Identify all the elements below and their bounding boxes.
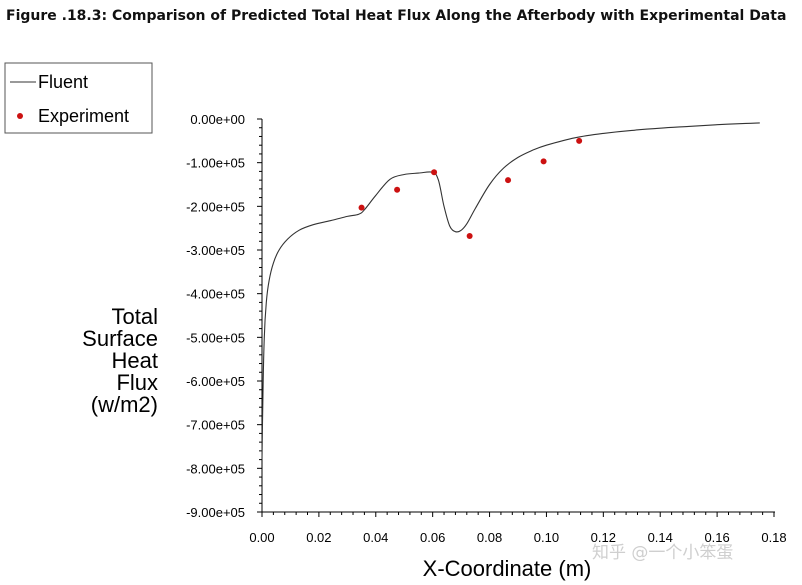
legend-box (4, 62, 153, 134)
y-tick-label: -3.00e+05 (186, 243, 245, 258)
y-tick-label: 0.00e+00 (190, 112, 245, 127)
y-axis-title-line-3: Heat (112, 348, 158, 373)
x-tick-label: 0.06 (420, 530, 445, 545)
x-tick-label: 0.16 (704, 530, 729, 545)
x-axis-title: X-Coordinate (m) (423, 556, 592, 581)
legend: Fluent Experiment (4, 62, 153, 134)
y-ticks: 0.00e+00 -1.00e+05 -2.00e+05 -3.00e+05 -4.00… (186, 112, 262, 520)
legend-fluent-label: Fluent (38, 72, 88, 92)
x-tick-label: 0.18 (761, 530, 786, 545)
y-axis-title-line-1: Total (112, 304, 158, 329)
y-axis-title: Total Surface Heat Flux (w/m2) (82, 304, 158, 417)
fluent-series-line (261, 122, 760, 460)
x-tick-label: 0.00 (249, 530, 274, 545)
y-tick-label: -5.00e+05 (186, 330, 245, 345)
experiment-point (466, 233, 473, 240)
x-ticks: 0.00 0.02 0.04 0.06 0.08 0.10 0.12 0.14 0.16 0.18 (249, 512, 787, 545)
x-tick-label: 0.08 (477, 530, 502, 545)
x-tick-label: 0.12 (591, 530, 616, 545)
y-tick-label: -9.00e+05 (186, 505, 245, 520)
legend-experiment-label: Experiment (38, 106, 129, 126)
y-axis-title-line-2: Surface (82, 326, 158, 351)
watermark: 知乎 @一个小笨蛋 (592, 543, 733, 563)
x-tick-label: 0.04 (363, 530, 388, 545)
y-tick-label: -7.00e+05 (186, 418, 245, 433)
y-tick-label: -4.00e+05 (186, 287, 245, 302)
experiment-point (394, 186, 401, 193)
y-axis-title-line-4: Flux (116, 370, 158, 395)
series-layer (261, 122, 760, 460)
y-tick-label: -6.00e+05 (186, 374, 245, 389)
x-tick-label: 0.10 (534, 530, 559, 545)
y-axis-title-line-5: (w/m2) (91, 392, 158, 417)
x-tick-label: 0.02 (306, 530, 331, 545)
y-tick-label: -2.00e+05 (186, 199, 245, 214)
legend-experiment-dot (17, 113, 23, 119)
experiment-point (358, 204, 365, 211)
experiment-point (576, 137, 583, 144)
y-tick-label: -1.00e+05 (186, 156, 245, 171)
x-tick-label: 0.14 (648, 530, 673, 545)
experiment-point (540, 158, 547, 165)
experiment-point (431, 169, 438, 176)
y-tick-label: -8.00e+05 (186, 461, 245, 476)
experiment-points (358, 137, 583, 240)
experiment-point (505, 177, 512, 184)
figure-caption: Figure .18.3: Comparison of Predicted To… (6, 8, 787, 24)
